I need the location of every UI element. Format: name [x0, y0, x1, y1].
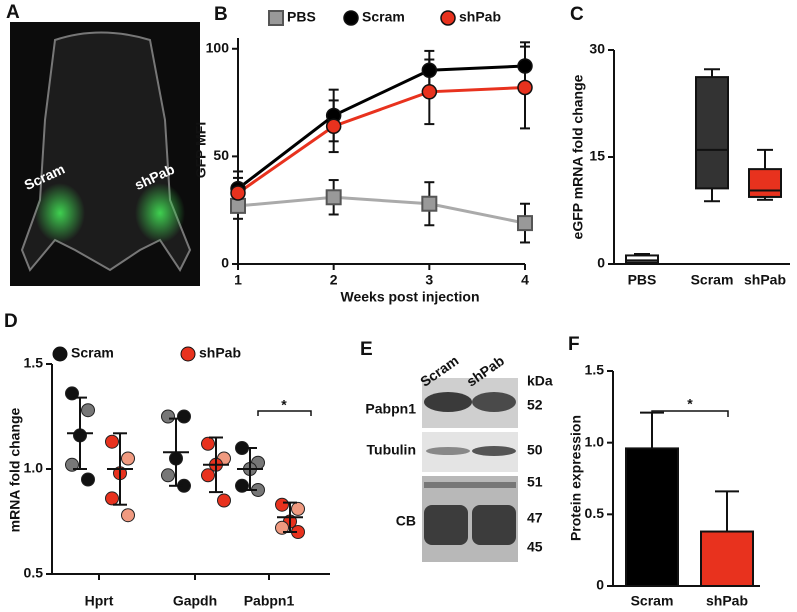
x-tick-label: Gapdh — [173, 593, 217, 609]
point — [276, 498, 289, 511]
series-line — [238, 197, 525, 223]
annotation: * — [687, 396, 693, 412]
x-tick-label: PBS — [628, 272, 657, 288]
legend-label: PBS — [287, 9, 316, 25]
x-axis-label: Weeks post injection — [341, 289, 480, 305]
series-line — [238, 88, 525, 193]
point — [178, 410, 191, 423]
marker — [422, 85, 436, 99]
x-tick-label: 3 — [425, 272, 433, 288]
point — [292, 502, 305, 515]
panel-letter: C — [570, 4, 584, 25]
x-tick-label: shPab — [744, 272, 786, 288]
y-tick-label: 30 — [589, 41, 605, 57]
marker — [518, 59, 532, 73]
marker — [327, 190, 341, 204]
size-marker: 52 — [527, 397, 543, 413]
marker — [518, 216, 532, 230]
legend-marker — [344, 11, 358, 25]
y-tick-label: 1.5 — [585, 362, 605, 378]
box — [749, 169, 781, 197]
y-tick-label: 100 — [206, 39, 230, 55]
y-tick-label: 0 — [221, 255, 229, 271]
bar — [701, 532, 753, 586]
mouse-image — [10, 22, 200, 286]
size-marker: 51 — [527, 474, 543, 490]
y-tick-label: 1.0 — [585, 433, 605, 449]
y-tick-label: 0.5 — [585, 505, 605, 521]
unit-label: kDa — [527, 373, 553, 389]
y-axis-label: Protein expression — [568, 415, 584, 541]
size-marker: 45 — [527, 539, 543, 555]
point — [122, 509, 135, 522]
marker — [231, 186, 245, 200]
point — [106, 435, 119, 448]
box — [696, 77, 728, 188]
point — [122, 452, 135, 465]
size-marker: 50 — [527, 442, 543, 458]
point — [218, 494, 231, 507]
x-tick-label: Pabpn1 — [244, 593, 295, 609]
x-tick-label: Scram — [631, 593, 674, 609]
size-marker: 47 — [527, 510, 543, 526]
y-tick-label: 1.5 — [24, 355, 44, 371]
x-tick-label: Hprt — [85, 593, 114, 609]
legend-marker — [181, 347, 195, 361]
x-tick-label: 2 — [330, 272, 338, 288]
legend-marker — [53, 347, 67, 361]
point — [202, 437, 215, 450]
box — [626, 255, 658, 262]
annotation: * — [281, 397, 287, 413]
series-line — [238, 66, 525, 189]
marker — [231, 199, 245, 213]
x-tick-label: shPab — [706, 593, 748, 609]
y-tick-label: 0 — [596, 577, 604, 593]
legend-label: Scram — [362, 9, 405, 25]
x-tick-label: 1 — [234, 272, 242, 288]
point — [162, 410, 175, 423]
panel-letter: F — [568, 334, 580, 355]
y-tick-label: 0.5 — [24, 565, 44, 581]
point — [202, 469, 215, 482]
x-tick-label: Scram — [691, 272, 734, 288]
x-tick-label: 4 — [521, 272, 529, 288]
blot-image — [422, 378, 518, 562]
panel-letter: B — [214, 4, 228, 25]
bar — [626, 448, 678, 586]
y-axis-label: mRNA fold change — [7, 407, 23, 532]
row-label: Pabpn1 — [365, 401, 416, 417]
y-tick-label: 1.0 — [24, 460, 44, 476]
legend-label: Scram — [71, 345, 114, 361]
marker — [327, 119, 341, 133]
y-tick-label: 50 — [213, 147, 229, 163]
legend-label: shPab — [199, 345, 241, 361]
point — [162, 469, 175, 482]
marker — [422, 197, 436, 211]
legend-marker — [269, 11, 283, 25]
point — [106, 492, 119, 505]
panel-letter: E — [360, 339, 373, 360]
panel-letter: D — [4, 311, 18, 332]
y-axis-label: GFP MFI — [193, 122, 209, 179]
legend-marker — [441, 11, 455, 25]
row-label: CB — [396, 513, 416, 529]
legend-label: shPab — [459, 9, 501, 25]
point — [82, 473, 95, 486]
y-tick-label: 15 — [589, 148, 605, 164]
marker — [518, 81, 532, 95]
row-label: Tubulin — [367, 442, 417, 458]
point — [82, 404, 95, 417]
panel-letter: A — [6, 2, 20, 23]
marker — [422, 63, 436, 77]
y-tick-label: 0 — [597, 255, 605, 271]
y-axis-label: eGFP mRNA fold change — [570, 74, 586, 239]
